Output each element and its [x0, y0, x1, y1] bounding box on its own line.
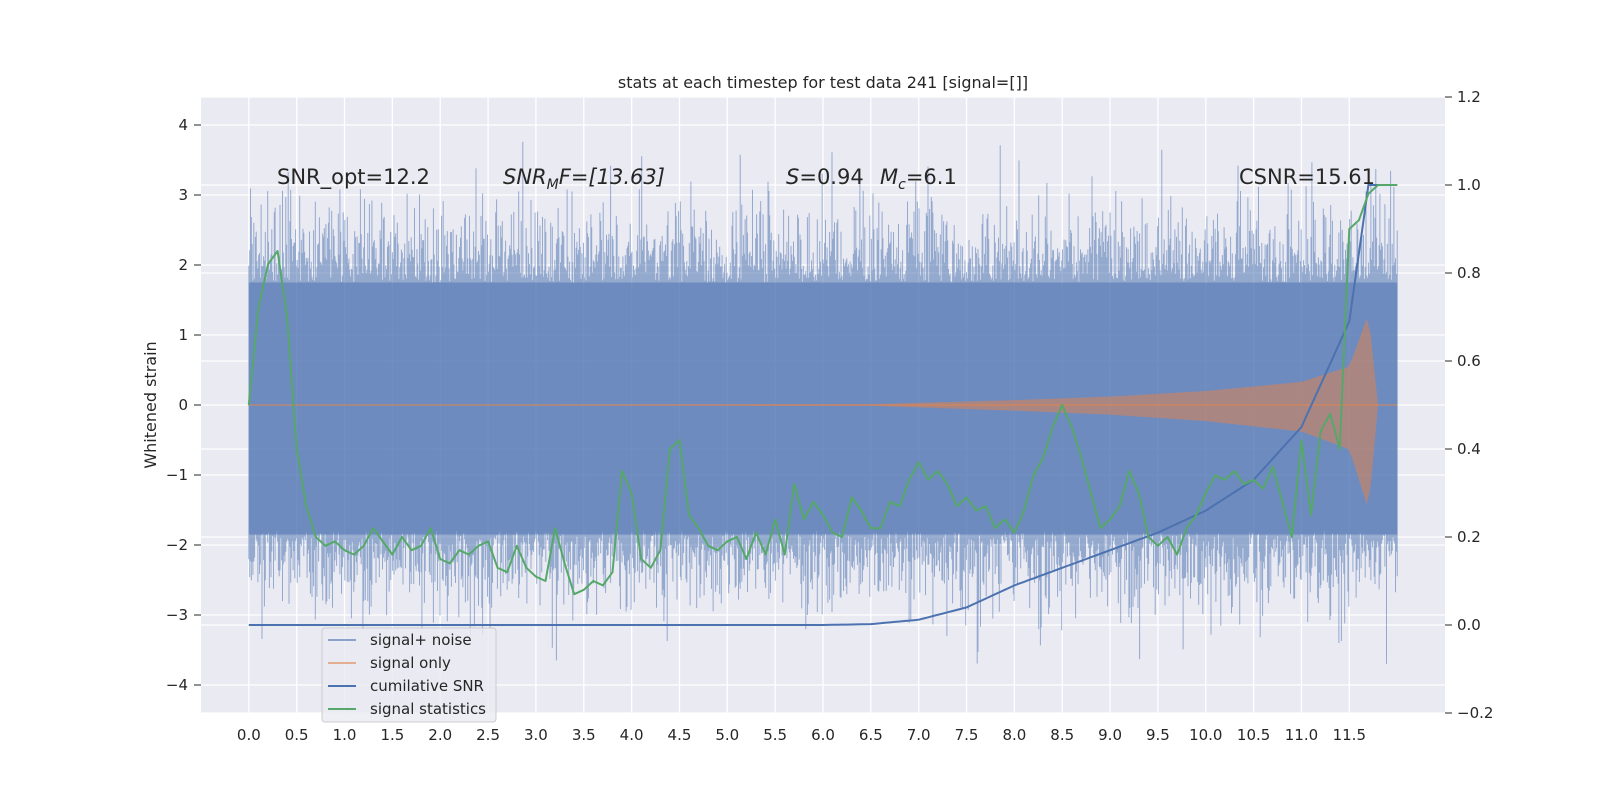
- y2-tick-label: 0.6: [1457, 352, 1481, 370]
- x-tick-label: 6.0: [811, 726, 835, 744]
- x-tick-label: 5.0: [715, 726, 739, 744]
- y-tick-label: 0: [178, 396, 188, 414]
- annotation-mc: Mc=6.1: [880, 165, 957, 193]
- legend-label-signal-noise: signal+ noise: [370, 631, 472, 649]
- y2-tick-label: 1.2: [1457, 88, 1481, 106]
- x-tick-label: 5.5: [763, 726, 787, 744]
- x-tick-label: 2.5: [476, 726, 500, 744]
- series-signal-only: [248, 318, 1398, 505]
- annotation-mc-sub: c: [898, 177, 906, 193]
- chart-title: stats at each timestep for test data 241…: [618, 73, 1028, 92]
- legend-label-signal-statistics: signal statistics: [370, 700, 486, 718]
- x-tick-label: 8.0: [1002, 726, 1026, 744]
- x-tick-label: 10.5: [1237, 726, 1270, 744]
- series-signal-statistics: [247, 184, 1398, 596]
- x-tick-label: 3.5: [572, 726, 596, 744]
- y-axis-title: Whitened strain: [141, 341, 160, 468]
- x-tick-label: 9.0: [1098, 726, 1122, 744]
- annotation-snr-mf-rest: F=[13.63]: [559, 165, 665, 189]
- annotation-snr-mf-main: SNR: [503, 165, 547, 189]
- y-tick-label: 1: [178, 326, 188, 344]
- x-tick-label: 7.5: [955, 726, 979, 744]
- x-tick-label: 1.5: [380, 726, 404, 744]
- legend-label-cumilative-snr: cumilative SNR: [370, 677, 484, 695]
- y-tick-label: −1: [166, 466, 188, 484]
- x-tick-label: 10.0: [1189, 726, 1222, 744]
- y-tick-label: −2: [166, 536, 188, 554]
- x-tick-label: 8.5: [1050, 726, 1074, 744]
- x-tick-label: 11.5: [1333, 726, 1366, 744]
- series-cumilative-snr: [248, 184, 1398, 626]
- x-tick-label: 4.0: [620, 726, 644, 744]
- signal-statistics-line: [247, 184, 1398, 596]
- x-tick-label: 0.5: [285, 726, 309, 744]
- y-tick-label: 4: [178, 116, 188, 134]
- annotation-s-main: S: [786, 165, 799, 189]
- x-tick-label: 11.0: [1285, 726, 1318, 744]
- y-tick-label: 3: [178, 186, 188, 204]
- y2-tick-label: −0.2: [1457, 704, 1493, 722]
- annotation-s-rest: =0.94: [799, 165, 863, 189]
- x-tick-label: 4.5: [668, 726, 692, 744]
- y-tick-label: −4: [166, 676, 188, 694]
- annotation-snr-opt: SNR_opt=12.2: [277, 165, 430, 190]
- x-tick-label: 7.0: [907, 726, 931, 744]
- x-axis: 0.0 0.5 1.0 1.5 2.0 2.5 3.0 3.5 4.0 4.5 5.0 5.5 6.0 6…: [237, 726, 1366, 744]
- legend: signal+ noise signal only cumilative SNR…: [321, 627, 497, 723]
- y2-tick-label: 1.0: [1457, 176, 1481, 194]
- annotation-s: S=0.94: [786, 165, 864, 189]
- annotation-snr-mf: SNRMF=[13.63]: [503, 165, 665, 193]
- annotation-mc-rest: =6.1: [906, 165, 957, 189]
- x-tick-label: 1.0: [333, 726, 357, 744]
- signal-envelope: [248, 318, 1378, 505]
- y2-tick-label: 0.4: [1457, 440, 1481, 458]
- x-tick-label: 6.5: [859, 726, 883, 744]
- cumilative-snr-line: [248, 184, 1398, 626]
- x-tick-label: 9.5: [1146, 726, 1170, 744]
- y2-tick-label: 0.8: [1457, 264, 1481, 282]
- legend-box: [321, 627, 497, 723]
- y2-tick-label: 0.0: [1457, 616, 1481, 634]
- x-tick-label: 0.0: [237, 726, 261, 744]
- legend-label-signal-only: signal only: [370, 654, 451, 672]
- annotation-snr-mf-sub: M: [547, 177, 559, 193]
- y-tick-label: −3: [166, 606, 188, 624]
- y-tick-label: 2: [178, 256, 188, 274]
- y-axis: −4 −3 −2 −1 0 1 2 3 4: [166, 116, 201, 694]
- y2-tick-label: 0.2: [1457, 528, 1481, 546]
- x-tick-label: 3.0: [524, 726, 548, 744]
- annotation-mc-main: M: [880, 165, 898, 189]
- annotation-csnr: CSNR=15.61: [1239, 165, 1375, 189]
- y2-axis: −0.2 0.0 0.2 0.4 0.6 0.8 1.0 1.2: [1445, 88, 1493, 722]
- x-tick-label: 2.0: [428, 726, 452, 744]
